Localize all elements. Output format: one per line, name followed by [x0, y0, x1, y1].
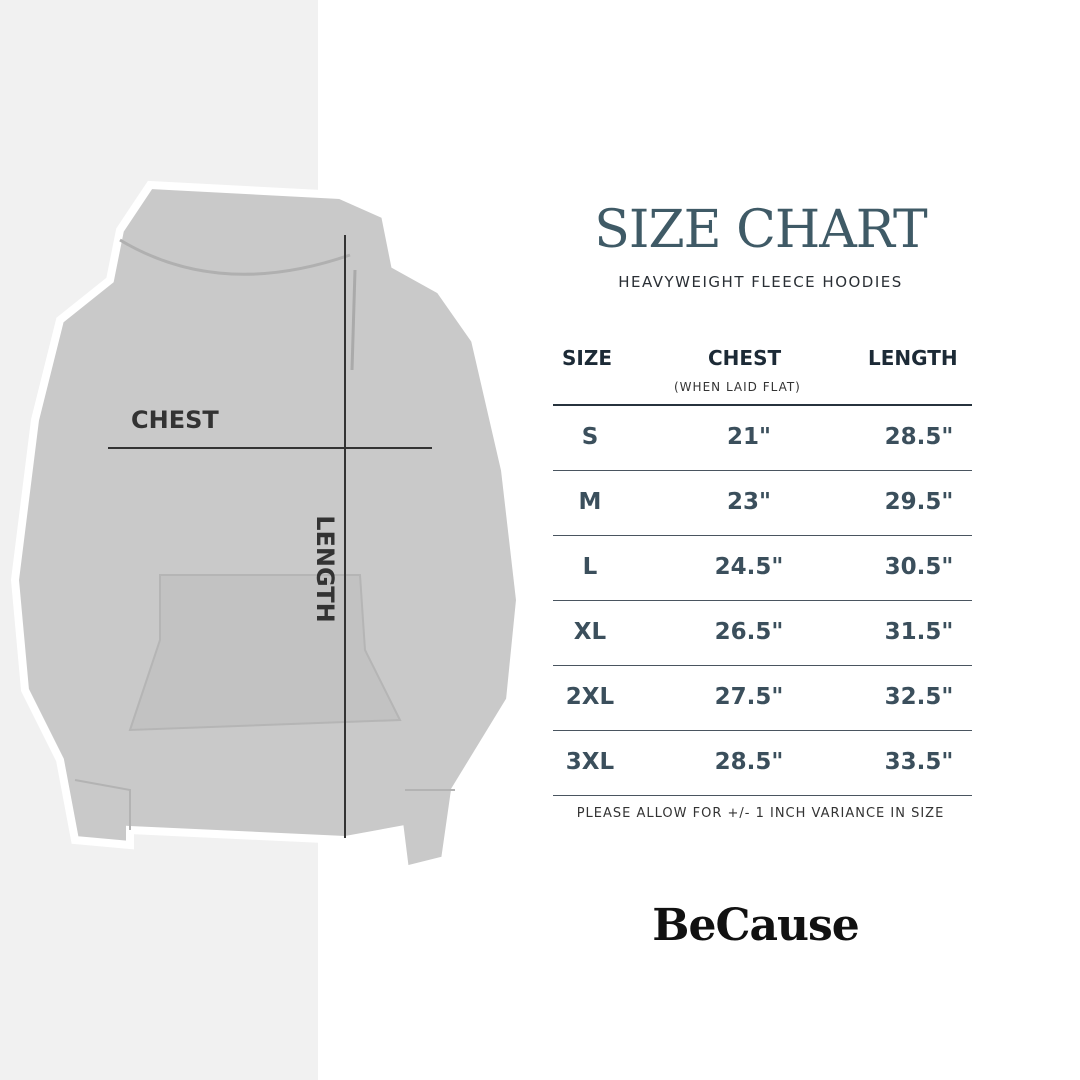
table-row: M 23" 29.5": [553, 471, 972, 536]
cell-size: XL: [573, 619, 607, 645]
table-header: SIZE CHEST (WHEN LAID FLAT) LENGTH: [553, 340, 972, 406]
column-header-chest-sublabel: (WHEN LAID FLAT): [674, 380, 801, 394]
cell-length: 28.5": [884, 424, 954, 450]
cell-length: 32.5": [884, 684, 954, 710]
cell-size: 3XL: [565, 749, 615, 775]
cell-chest: 26.5": [714, 619, 784, 645]
cell-length: 29.5": [884, 489, 954, 515]
hoodie-image: [10, 180, 525, 875]
cell-chest: 23": [727, 489, 771, 515]
chest-label: CHEST: [131, 406, 219, 434]
variance-note: PLEASE ALLOW FOR +/- 1 INCH VARIANCE IN …: [576, 806, 945, 821]
page-subtitle: HEAVYWEIGHT FLEECE HOODIES: [618, 273, 903, 291]
cell-chest: 28.5": [714, 749, 784, 775]
cell-length: 30.5": [884, 554, 954, 580]
table-row: 2XL 27.5" 32.5": [553, 666, 972, 731]
brand-logo: BeCause: [652, 900, 859, 951]
table-row: S 21" 28.5": [553, 406, 972, 471]
size-table: SIZE CHEST (WHEN LAID FLAT) LENGTH S 21" 2…: [553, 340, 972, 796]
table-row: 3XL 28.5" 33.5": [553, 731, 972, 796]
column-header-length: LENGTH: [868, 346, 958, 370]
cell-size: M: [578, 489, 602, 515]
table-row: L 24.5" 30.5": [553, 536, 972, 601]
length-label: LENGTH: [311, 515, 339, 623]
cell-size: L: [582, 554, 598, 580]
page-title: SIZE CHART: [594, 200, 927, 260]
cell-chest: 24.5": [714, 554, 784, 580]
cell-size: S: [581, 424, 599, 450]
column-header-size: SIZE: [562, 346, 613, 370]
cell-chest: 27.5": [714, 684, 784, 710]
hoodie-body: [10, 180, 525, 875]
cell-length: 31.5": [884, 619, 954, 645]
table-row: XL 26.5" 31.5": [553, 601, 972, 666]
cell-size: 2XL: [565, 684, 615, 710]
cell-chest: 21": [727, 424, 771, 450]
cell-length: 33.5": [884, 749, 954, 775]
column-header-chest: CHEST: [708, 346, 782, 370]
